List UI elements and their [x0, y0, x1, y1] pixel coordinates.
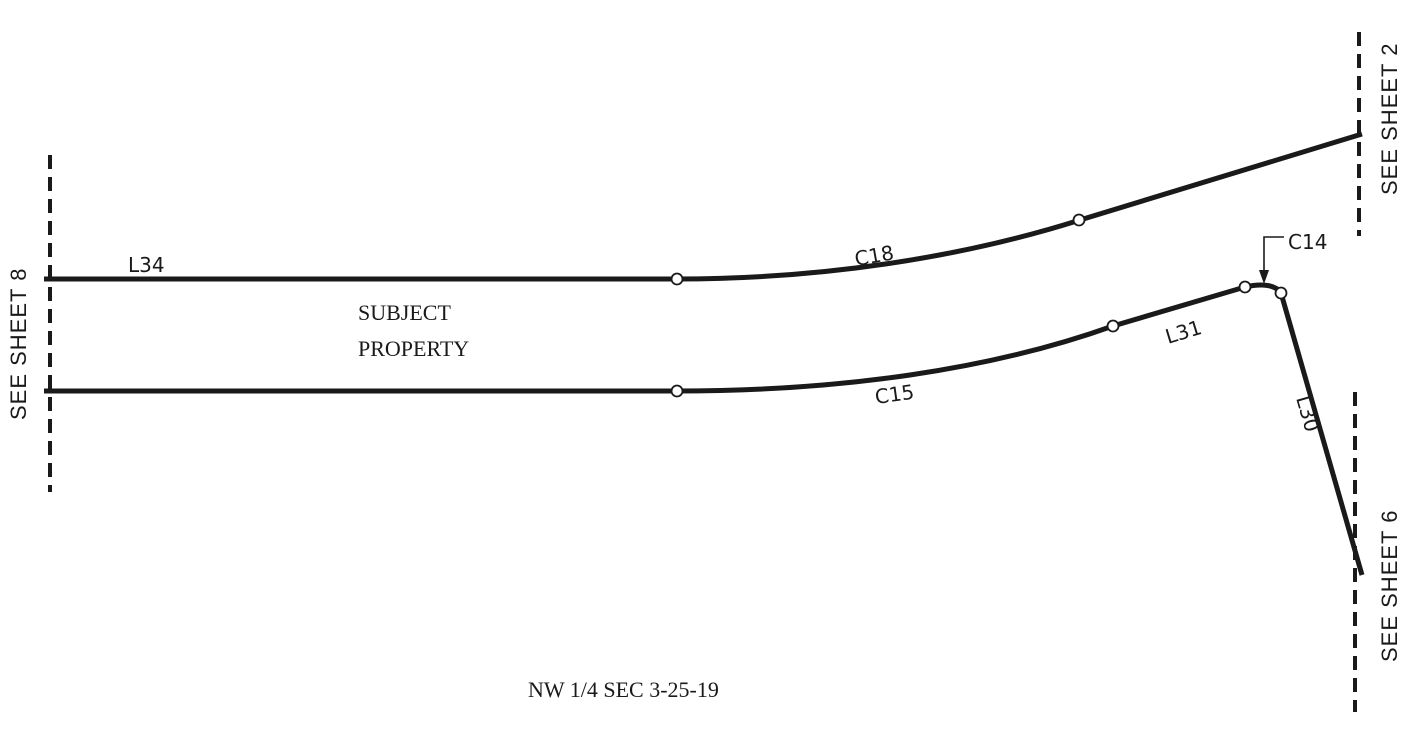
see-sheet-6: SEE SHEET 6 [1377, 510, 1402, 662]
see-sheet-8: SEE SHEET 8 [6, 268, 31, 420]
label-c18: C18 [853, 240, 896, 270]
survey-point [1238, 280, 1252, 294]
survey-point [1106, 319, 1120, 333]
label-c15: C15 [873, 380, 915, 409]
label-l30: L30 [1291, 393, 1324, 435]
label-l31: L31 [1162, 315, 1204, 349]
survey-point [1072, 213, 1086, 227]
survey-point [670, 384, 684, 398]
subject-property-line1: SUBJECT [358, 300, 451, 325]
label-c14: C14 [1288, 230, 1327, 254]
section-label: NW 1/4 SEC 3-25-19 [528, 677, 719, 702]
boundary-curve-c18 [676, 131, 1363, 282]
survey-point [1274, 286, 1288, 300]
see-sheet-2: SEE SHEET 2 [1377, 43, 1402, 195]
c14-leader-arrow-icon [1259, 270, 1269, 284]
boundary-curve-c15-l31-c14-l30 [676, 282, 1365, 576]
label-l34: L34 [128, 253, 165, 277]
survey-point [670, 272, 684, 286]
c14-leader-line [1263, 236, 1284, 277]
subject-property-line2: PROPERTY [358, 336, 469, 361]
